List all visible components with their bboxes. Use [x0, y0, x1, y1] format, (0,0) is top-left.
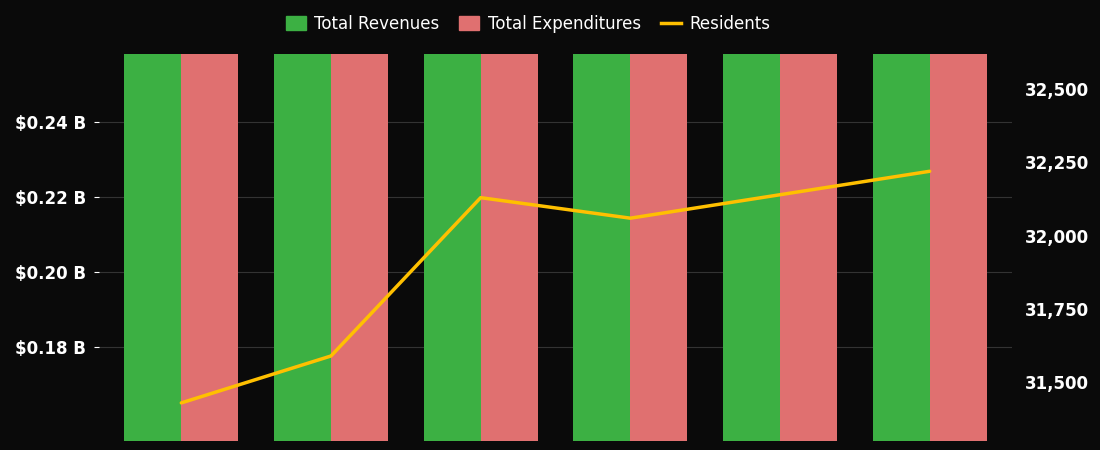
Residents: [624, 216, 637, 221]
Residents: [923, 169, 936, 174]
Residents: [324, 353, 338, 359]
Bar: [124, 0, 182, 441]
Residents: [773, 192, 786, 198]
Bar: [780, 0, 837, 441]
Line: Residents: Residents: [182, 171, 929, 403]
Bar: [182, 0, 239, 441]
Bar: [331, 0, 388, 441]
Bar: [424, 0, 481, 441]
Bar: [872, 0, 930, 441]
Bar: [630, 0, 688, 441]
Bar: [481, 0, 538, 441]
Residents: [175, 400, 188, 405]
Legend: Total Revenues, Total Expenditures, Residents: Total Revenues, Total Expenditures, Resi…: [279, 9, 777, 40]
Bar: [274, 0, 331, 441]
Bar: [930, 0, 987, 441]
Bar: [573, 0, 630, 441]
Residents: [474, 195, 487, 200]
Bar: [723, 0, 780, 441]
